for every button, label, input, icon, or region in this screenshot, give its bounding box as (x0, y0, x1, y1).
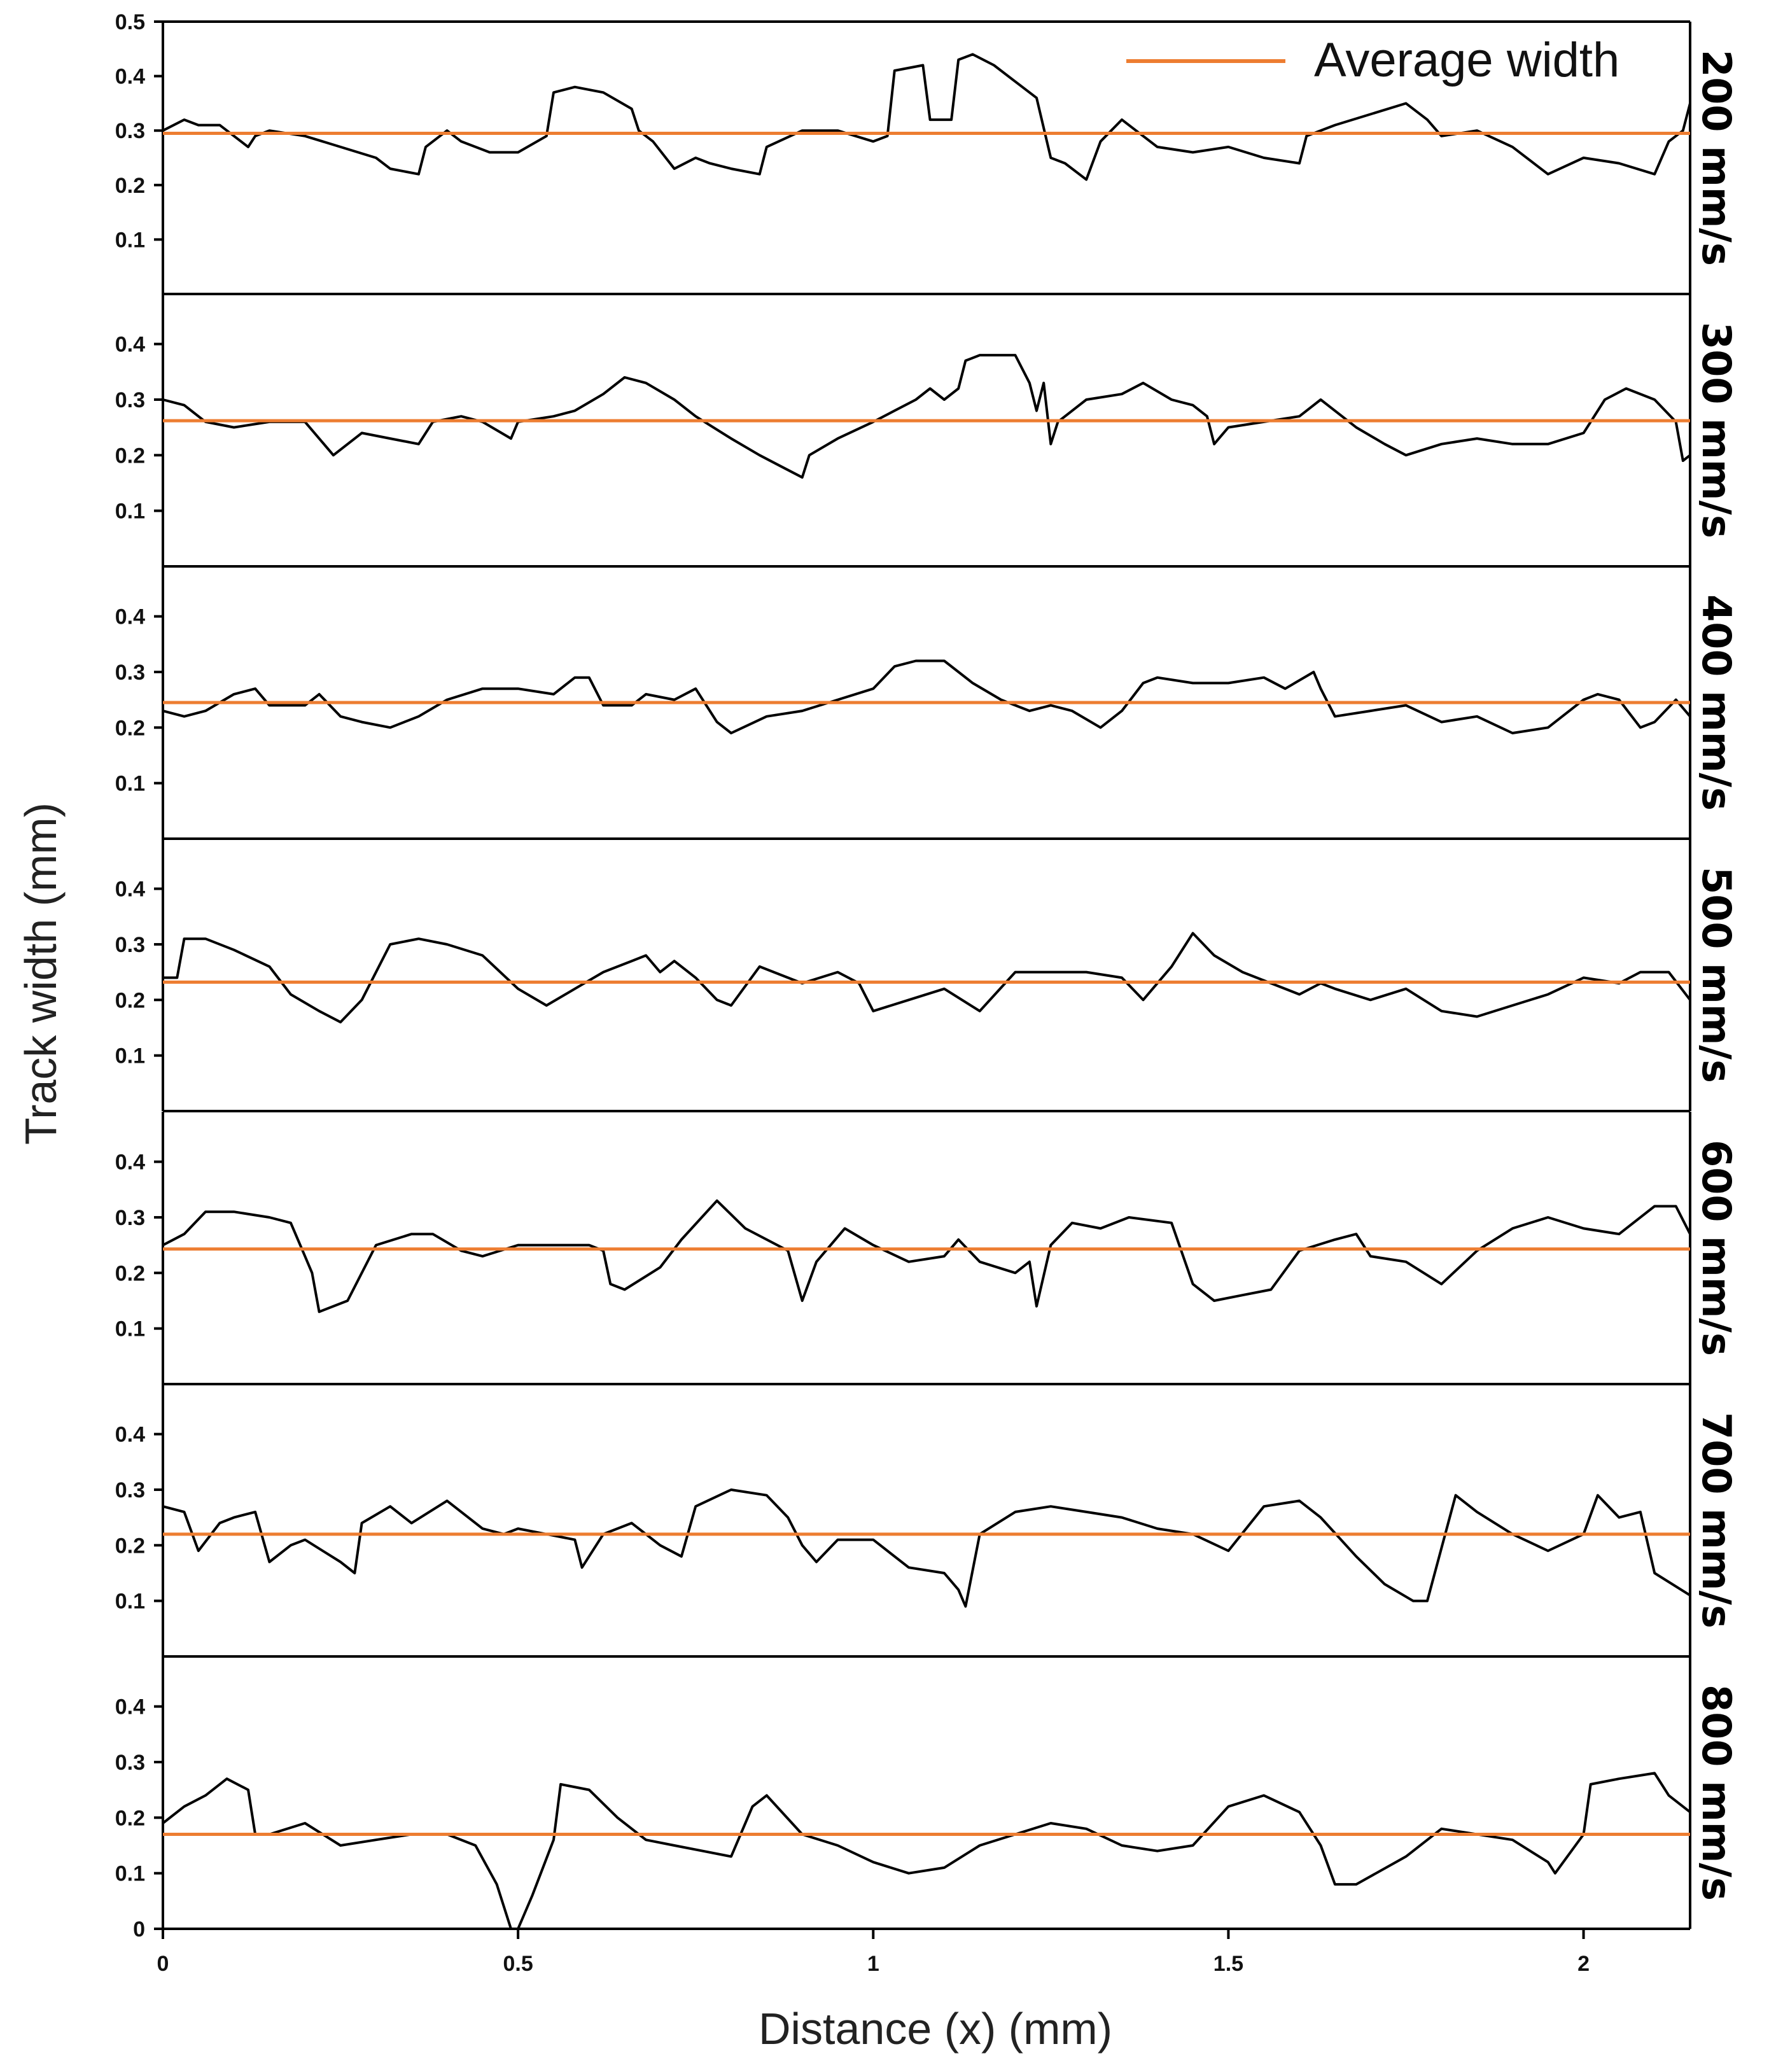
y-tick-label: 0.2 (115, 444, 145, 468)
track-width-series (162, 1488, 1691, 1608)
y-tick-label: 0.3 (115, 119, 145, 143)
y-tick-label: 0.2 (115, 988, 145, 1012)
speed-label: 200 mm/s (1693, 50, 1740, 266)
track-width-series (162, 659, 1691, 734)
y-tick-label: 0.4 (115, 65, 145, 89)
y-tick-label: 0.5 (115, 10, 145, 34)
speed-label: 300 mm/s (1693, 322, 1740, 538)
y-tick-label: 0.4 (115, 1423, 145, 1447)
x-tick-label: 0.5 (503, 1952, 533, 1976)
y-tick-label: 0.3 (115, 661, 145, 685)
y-tick-label: 0.1 (115, 772, 145, 796)
y-tick-label: 0.3 (115, 1751, 145, 1775)
y-tick-label: 0.2 (115, 1534, 145, 1558)
panel-5: 0.1 0.2 0.3 0.4 600 mm/s (115, 1112, 1740, 1385)
y-axis-title: Track width (mm) (16, 802, 66, 1145)
track-width-series (162, 1199, 1691, 1313)
panel-7: 0 0.1 0.2 0.3 0.4 800 mm/s (115, 1656, 1740, 1942)
y-tick-label: 0 (133, 1917, 145, 1942)
x-tick-label: 1 (867, 1952, 879, 1976)
panel-1: 0.1 0.2 0.3 0.4 0.5 200 mm/s (115, 10, 1740, 295)
y-tick-label: 0.1 (115, 1590, 145, 1614)
y-tick-label: 0.2 (115, 1806, 145, 1830)
legend-label: Average width (1314, 33, 1619, 87)
track-width-series (162, 1772, 1691, 1930)
chart-panels: 0.1 0.2 0.3 0.4 0.5 200 mm/s 0.1 0.2 0.3 0.4 300 m… (115, 10, 1740, 1976)
y-tick-label: 0.4 (115, 1151, 145, 1175)
y-tick-label: 0.2 (115, 174, 145, 198)
legend: Average width (1126, 33, 1619, 87)
y-tick-label: 0.3 (115, 388, 145, 412)
y-tick-label: 0.1 (115, 228, 145, 252)
panel-6: 0.1 0.2 0.3 0.4 700 mm/s (115, 1384, 1740, 1658)
y-tick-label: 0.2 (115, 716, 145, 740)
track-width-series (163, 932, 1691, 1024)
track-width-series (162, 354, 1691, 479)
x-axis-title: Distance (x) (mm) (759, 2004, 1112, 2054)
speed-label: 700 mm/s (1693, 1412, 1740, 1628)
y-tick-label: 0.3 (115, 1206, 145, 1230)
speed-label: 400 mm/s (1693, 594, 1740, 811)
panel-3: 0.1 0.2 0.3 0.4 400 mm/s (115, 566, 1740, 840)
y-tick-label: 0.1 (115, 500, 145, 524)
speed-label: 500 mm/s (1693, 867, 1740, 1083)
speed-label: 800 mm/s (1693, 1684, 1740, 1901)
y-tick-label: 0.4 (115, 878, 145, 902)
panel-4: 0.1 0.2 0.3 0.4 500 mm/s (115, 839, 1740, 1112)
speed-label: 600 mm/s (1693, 1140, 1740, 1356)
y-tick-label: 0.1 (115, 1862, 145, 1886)
x-tick-label: 2 (1577, 1952, 1590, 1976)
track-width-series (162, 53, 1691, 181)
y-tick-label: 0.4 (115, 1695, 145, 1719)
y-tick-label: 0.1 (115, 1317, 145, 1341)
x-tick-label: 1.5 (1213, 1952, 1243, 1976)
y-tick-label: 0.4 (115, 605, 145, 629)
y-tick-label: 0.3 (115, 933, 145, 957)
x-tick-label: 0 (157, 1952, 169, 1976)
y-tick-label: 0.3 (115, 1478, 145, 1502)
panel-2: 0.1 0.2 0.3 0.4 300 mm/s (115, 294, 1740, 568)
y-tick-label: 0.2 (115, 1261, 145, 1285)
y-tick-label: 0.1 (115, 1044, 145, 1068)
y-tick-label: 0.4 (115, 333, 145, 357)
